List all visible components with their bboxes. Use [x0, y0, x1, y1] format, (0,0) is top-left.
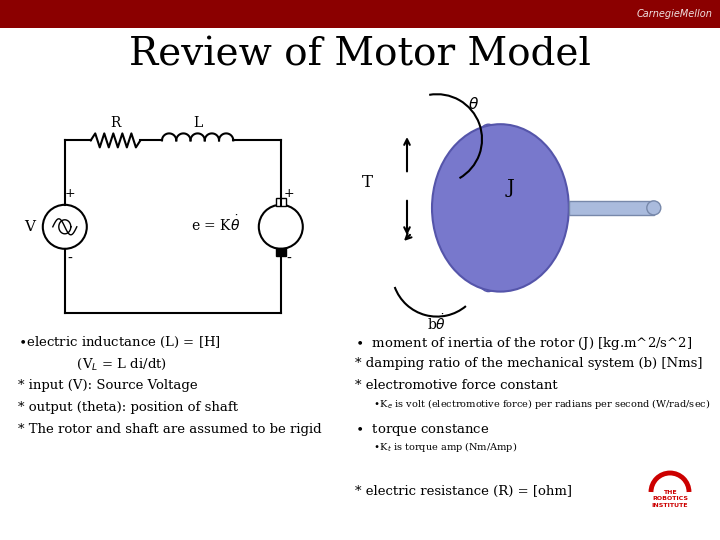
Text: $\bullet$K$_e$ is volt (electromotive force) per radians per second (W/rad/sec): $\bullet$K$_e$ is volt (electromotive fo… [355, 397, 711, 411]
Text: b$\dot{\theta}$: b$\dot{\theta}$ [428, 314, 446, 333]
Text: * damping ratio of the mechanical system (b) [Nms]: * damping ratio of the mechanical system… [355, 357, 703, 370]
Text: J: J [506, 179, 514, 197]
Text: THE
ROBOTICS
INSTITUTE: THE ROBOTICS INSTITUTE [652, 490, 688, 508]
Text: * input (V): Source Voltage: * input (V): Source Voltage [18, 379, 197, 392]
Text: L: L [193, 117, 202, 130]
Bar [569, 201, 654, 215]
Text: CarnegieMellon: CarnegieMellon [636, 9, 712, 19]
Text: -: - [68, 252, 72, 266]
Text: T: T [361, 174, 372, 191]
Text: * electric resistance (R) = [ohm]: * electric resistance (R) = [ohm] [355, 485, 572, 498]
Text: R: R [110, 117, 121, 130]
Text: (V$_L$ = L di/dt): (V$_L$ = L di/dt) [18, 357, 167, 372]
Text: * The rotor and shaft are assumed to be rigid: * The rotor and shaft are assumed to be … [18, 423, 322, 436]
Text: $\bullet$K$_t$ is torque amp (Nm/Amp): $\bullet$K$_t$ is torque amp (Nm/Amp) [355, 440, 517, 454]
Text: * output (theta): position of shaft: * output (theta): position of shaft [18, 401, 238, 414]
Bar [0, 0, 720, 28]
Bar [276, 248, 286, 256]
Text: e = K$\dot{\theta}$: e = K$\dot{\theta}$ [192, 214, 240, 234]
Text: -: - [287, 252, 291, 266]
Text: $\bullet$  moment of inertia of the rotor (J) [kg.m^2/s^2]: $\bullet$ moment of inertia of the rotor… [355, 335, 692, 352]
Text: $\bullet$electric inductance (L) = [H]: $\bullet$electric inductance (L) = [H] [18, 335, 221, 350]
Text: +: + [284, 187, 294, 200]
Ellipse shape [432, 124, 569, 292]
Text: V: V [24, 220, 35, 234]
Text: Review of Motor Model: Review of Motor Model [129, 36, 591, 73]
Text: $\bullet$  torque constance: $\bullet$ torque constance [355, 422, 490, 438]
Text: * electromotive force constant: * electromotive force constant [355, 379, 557, 392]
Text: $\theta$: $\theta$ [469, 96, 480, 112]
Circle shape [647, 201, 661, 215]
Ellipse shape [464, 124, 513, 292]
Text: +: + [65, 187, 75, 200]
Bar [276, 198, 286, 206]
